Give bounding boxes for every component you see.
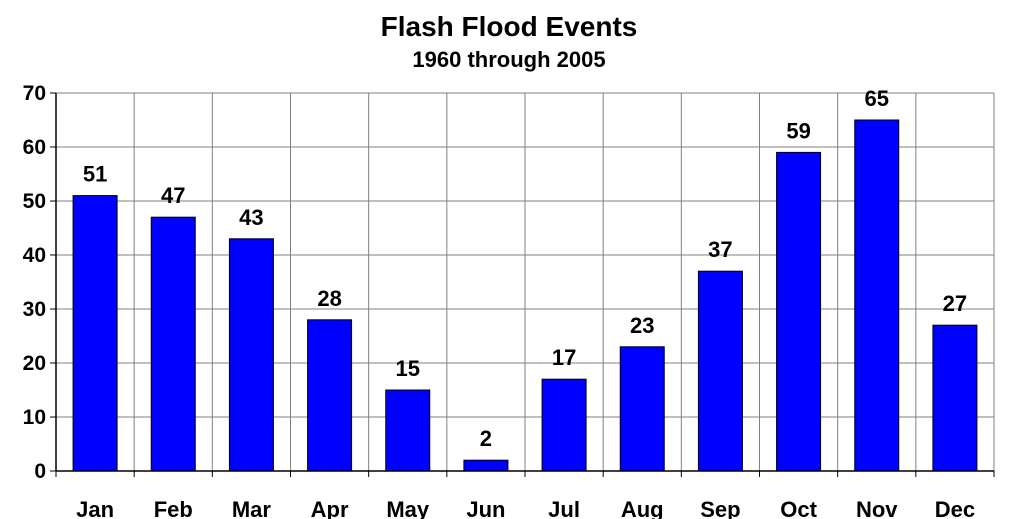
x-category-label: Dec [935, 497, 975, 519]
data-label-aug: 23 [630, 313, 654, 338]
x-category-label: May [386, 497, 430, 519]
y-tick-label: 20 [23, 352, 46, 375]
bar-sep [697, 270, 743, 472]
x-category-label: Aug [621, 497, 664, 519]
y-tick-label: 0 [34, 460, 46, 483]
y-tick-label: 30 [23, 298, 46, 321]
chart-subtitle: 1960 through 2005 [412, 47, 606, 72]
data-label-may: 15 [396, 356, 420, 381]
x-category-label: Jul [548, 497, 580, 519]
bar-aug [619, 346, 665, 472]
y-tick-label: 60 [23, 136, 46, 159]
bar-oct [776, 151, 822, 472]
y-tick-label: 40 [23, 244, 46, 267]
bar-dec [932, 324, 978, 472]
x-category-label: Jan [76, 497, 114, 519]
data-label-oct: 59 [786, 118, 810, 143]
bar-nov [854, 119, 900, 472]
gridlines [55, 92, 995, 472]
bars [72, 119, 978, 472]
data-label-nov: 65 [865, 86, 889, 111]
data-label-jan: 51 [83, 162, 107, 187]
data-label-mar: 43 [239, 205, 263, 230]
y-tick-label: 10 [23, 406, 46, 429]
x-category-label: Jun [466, 497, 505, 519]
data-labels: 51 47 43 28 15 2 17 23 37 59 65 27 [83, 86, 967, 451]
axes [50, 92, 995, 477]
data-label-jul: 17 [552, 345, 576, 370]
data-label-apr: 28 [317, 286, 341, 311]
y-axis-ticks: 0 10 20 30 40 50 60 70 [23, 82, 46, 483]
x-category-label: Mar [232, 497, 272, 519]
y-tick-label: 50 [23, 190, 46, 213]
x-category-label: Feb [154, 497, 193, 519]
bar-apr [307, 319, 353, 472]
bar-feb [150, 216, 196, 472]
bar-jul [541, 378, 587, 472]
data-label-jun: 2 [480, 426, 492, 451]
chart-title: Flash Flood Events [380, 11, 638, 42]
bar-jan [72, 195, 118, 472]
x-category-label: Nov [856, 497, 898, 519]
bar-jun [463, 459, 509, 472]
x-axis-categories: Jan Feb Mar Apr May Jun Jul Aug Sep Oct Nov Dec [76, 497, 975, 519]
x-category-label: Apr [311, 497, 349, 519]
y-tick-label: 70 [23, 82, 46, 105]
data-label-feb: 47 [161, 183, 185, 208]
data-label-sep: 37 [708, 237, 732, 262]
x-category-label: Oct [780, 497, 817, 519]
data-label-dec: 27 [943, 291, 967, 316]
bar-may [385, 389, 431, 472]
bar-mar [228, 238, 274, 472]
x-category-label: Sep [700, 497, 740, 519]
